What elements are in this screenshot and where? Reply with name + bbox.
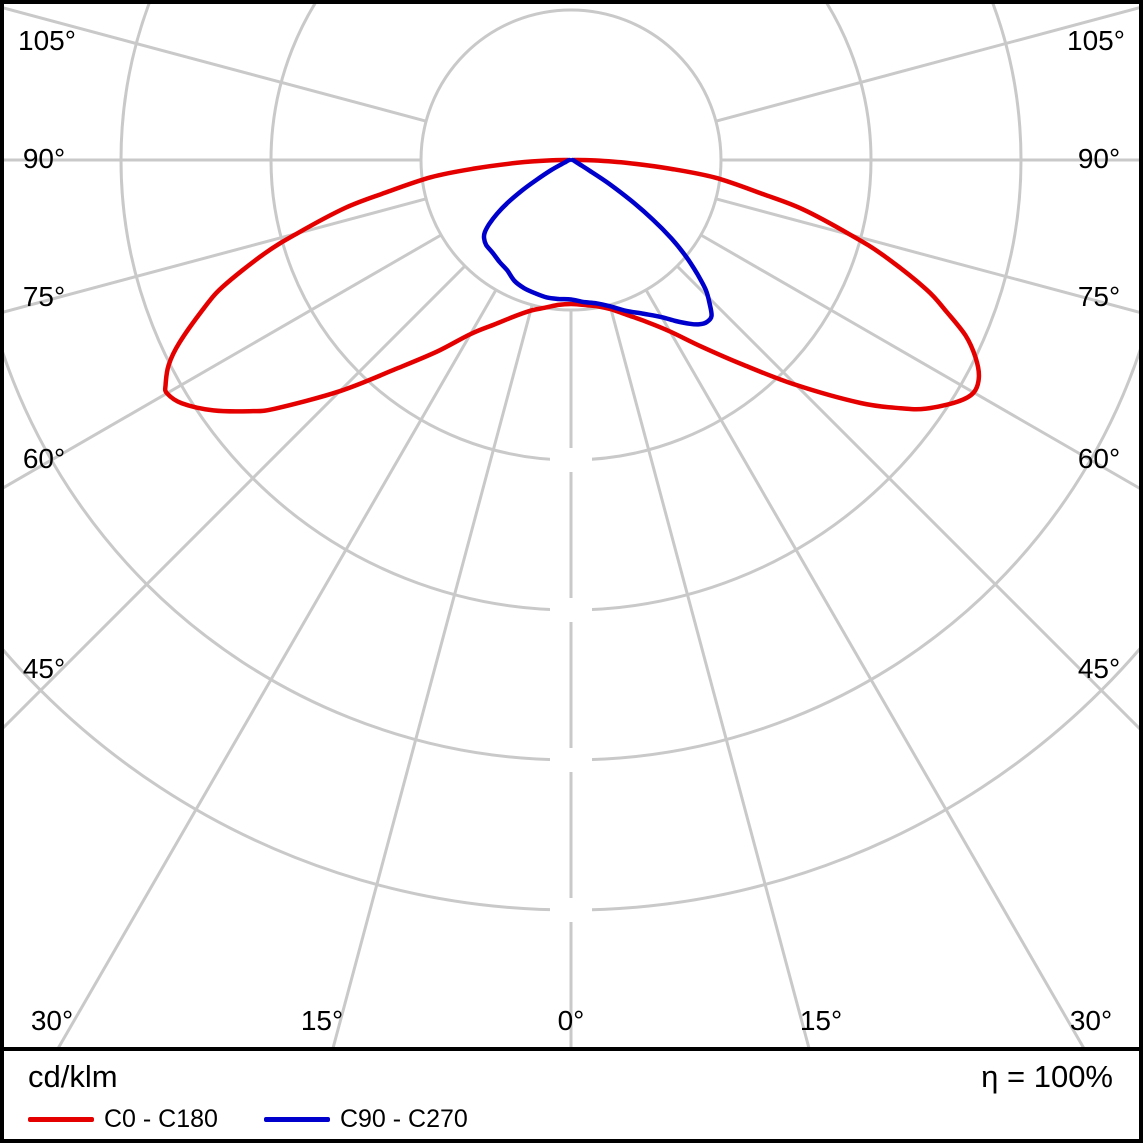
angle-label: 45° bbox=[1078, 653, 1120, 684]
angle-label: 15° bbox=[301, 1005, 343, 1036]
angle-label: 15° bbox=[800, 1005, 842, 1036]
angle-label: 45° bbox=[23, 653, 65, 684]
angle-label: 105° bbox=[18, 25, 76, 56]
angle-label: 0° bbox=[558, 1005, 585, 1036]
angle-label: 30° bbox=[1070, 1005, 1112, 1036]
angle-label: 60° bbox=[1078, 443, 1120, 474]
footer: cd/klm η = 100% C0 - C180 C90 - C270 bbox=[4, 1047, 1139, 1139]
angle-label: 30° bbox=[31, 1005, 73, 1036]
radial-tick-boxes bbox=[550, 448, 592, 922]
legend-line-c90-c270-icon bbox=[263, 1117, 330, 1122]
angle-label: 90° bbox=[1078, 143, 1120, 174]
angle-label: 90° bbox=[23, 143, 65, 174]
legend: C0 - C180 C90 - C270 bbox=[28, 1105, 468, 1134]
curve-c0-c180 bbox=[162, 157, 982, 414]
angle-labels: 105° 90° 75° 60° 45° 30° 15° 0° 15° 30° 45° 60° 75° 9… bbox=[18, 25, 1125, 1036]
polar-chart-svg: 105° 90° 75° 60° 45° 30° 15° 0° 15° 30° 45° 60° 75° 9… bbox=[4, 4, 1139, 1047]
efficiency-label: η = 100% bbox=[981, 1059, 1113, 1094]
legend-label-c0-c180: C0 - C180 bbox=[104, 1105, 218, 1133]
curve-c90-c270 bbox=[481, 157, 714, 327]
legend-label-c90-c270: C90 - C270 bbox=[339, 1105, 468, 1133]
angle-label: 105° bbox=[1067, 25, 1125, 56]
angle-label: 60° bbox=[23, 443, 65, 474]
legend-line-c0-c180-icon bbox=[28, 1117, 94, 1122]
polar-plot-area: 105° 90° 75° 60° 45° 30° 15° 0° 15° 30° 45° 60° 75° 9… bbox=[4, 4, 1139, 1047]
unit-label: cd/klm bbox=[28, 1059, 118, 1094]
angle-label: 75° bbox=[1078, 281, 1120, 312]
angle-label: 75° bbox=[23, 281, 65, 312]
